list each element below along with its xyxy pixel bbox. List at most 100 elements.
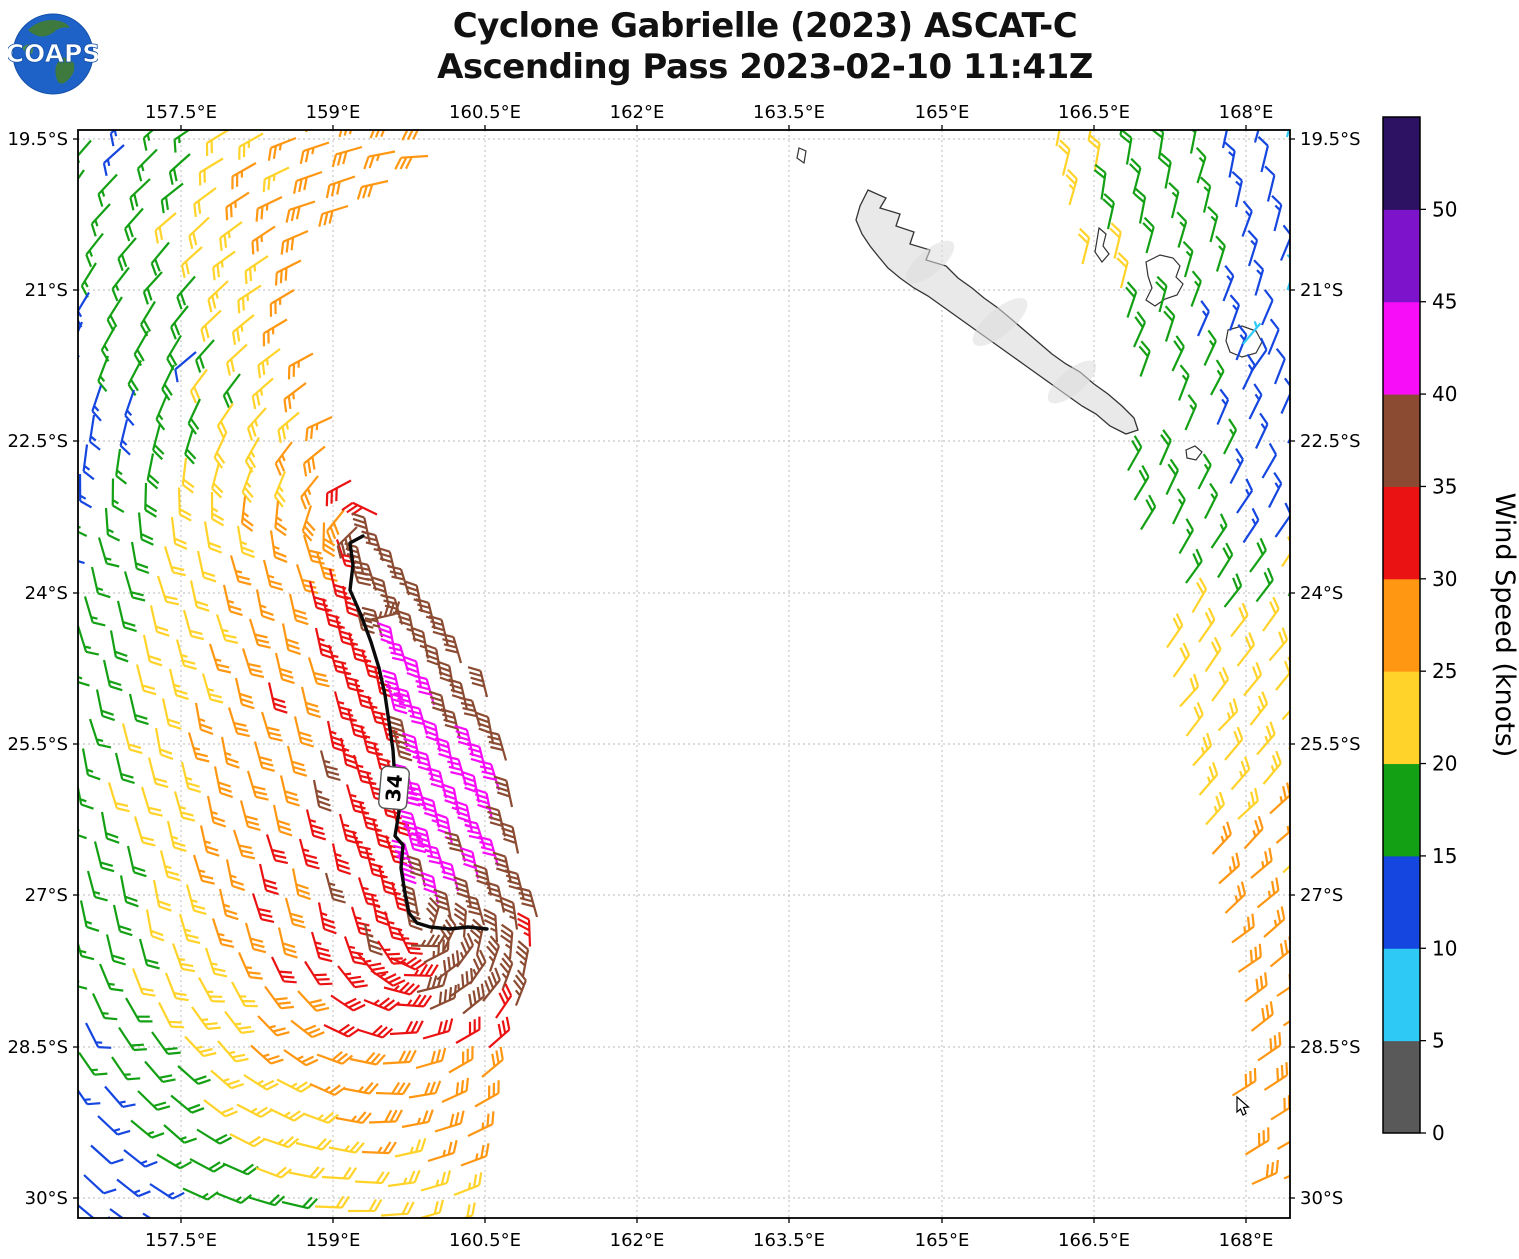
wind-barb <box>394 1137 427 1158</box>
wind-barb <box>1159 152 1172 189</box>
wind-barb <box>352 754 375 786</box>
wind-barb <box>341 585 361 618</box>
wind-barb <box>1281 709 1290 721</box>
wind-barb <box>158 1002 185 1029</box>
wind-barb <box>274 652 295 685</box>
wind-barb <box>222 373 241 409</box>
wind-barb <box>488 1016 511 1049</box>
wind-barb <box>481 1046 504 1078</box>
wind-barb <box>420 1170 452 1192</box>
wind-barb <box>205 130 231 157</box>
wind-barb <box>1119 130 1133 165</box>
wind-barb <box>370 576 391 608</box>
wind-barb <box>370 969 406 987</box>
wind-barbs <box>78 130 1290 1218</box>
wind-barb <box>211 462 224 499</box>
wind-barb <box>1195 146 1207 184</box>
wind-barb <box>1223 418 1238 455</box>
wind-barb <box>343 936 367 966</box>
wind-barb <box>124 207 144 242</box>
wind-barb <box>1191 577 1208 614</box>
wind-barb <box>428 690 449 723</box>
wind-barb <box>413 825 434 858</box>
wind-barb <box>309 1082 346 1097</box>
wind-barb <box>474 1080 500 1108</box>
logo-continent-west <box>22 44 34 54</box>
wind-barb <box>283 382 307 413</box>
wind-barb <box>346 708 368 740</box>
wind-barb <box>315 551 338 582</box>
wind-barb <box>323 1023 360 1038</box>
wind-barb <box>164 972 189 1002</box>
colorbar-segment <box>1383 1040 1420 1134</box>
wind-barb <box>78 1203 111 1218</box>
wind-barb <box>144 1060 176 1083</box>
colorbar-segment <box>1383 394 1420 487</box>
y-tick-label-left: 21°S <box>25 280 68 301</box>
wind-barb <box>154 727 174 761</box>
wind-barb <box>1244 972 1268 1003</box>
wind-barb <box>1204 636 1222 673</box>
wind-barb <box>448 678 469 710</box>
x-tick-label-bottom: 165°E <box>915 1230 970 1251</box>
wind-barb <box>1250 337 1268 373</box>
wind-barb <box>436 950 460 981</box>
wind-barb <box>262 318 288 347</box>
wind-barb <box>78 675 90 687</box>
wind-barb <box>78 940 95 961</box>
wind-barb <box>305 415 333 442</box>
wind-barb <box>369 130 386 139</box>
y-tick-label-left: 27°S <box>25 885 68 906</box>
wind-barb <box>300 475 319 510</box>
wind-barb <box>357 877 381 908</box>
wind-barb <box>231 314 255 345</box>
wind-barb <box>222 584 243 617</box>
wind-barb <box>185 884 207 916</box>
wind-barb <box>90 566 111 599</box>
wind-barb <box>441 1077 469 1104</box>
wind-barb <box>273 471 287 508</box>
wind-barb <box>318 204 349 227</box>
wind-barb <box>1249 537 1267 573</box>
wind-barb <box>1274 502 1290 538</box>
wind-barb <box>433 888 453 921</box>
wind-barb <box>386 683 408 715</box>
wind-barb <box>440 914 457 951</box>
wind-barb <box>338 813 360 845</box>
wind-barb <box>114 752 135 785</box>
wind-barb <box>90 203 111 237</box>
wind-barb <box>284 897 306 929</box>
wind-barb <box>85 232 104 268</box>
wind-barb <box>277 411 300 444</box>
wind-barb <box>351 512 372 545</box>
wind-barb <box>1182 240 1194 278</box>
y-tick-label-right: 22.5°S <box>1300 431 1361 452</box>
gridlines <box>78 130 1290 1218</box>
wind-barb <box>78 1051 108 1076</box>
wind-barb <box>175 639 197 670</box>
wind-barb <box>1269 936 1290 968</box>
wind-barb <box>1165 458 1179 495</box>
track-label-box <box>378 765 410 811</box>
wind-barb <box>142 634 163 667</box>
wind-barb <box>302 445 326 477</box>
wind-barb <box>237 284 262 314</box>
wind-barb <box>493 775 514 808</box>
wind-barb <box>152 423 165 461</box>
x-tick-label-top: 163.5°E <box>753 102 825 123</box>
wind-barb <box>88 718 112 749</box>
wind-barb <box>198 157 224 186</box>
wind-barb <box>201 673 224 704</box>
wind-barb <box>111 266 130 302</box>
wind-barb <box>1230 602 1249 638</box>
wind-barb <box>128 693 149 726</box>
wind-barb <box>281 1196 319 1210</box>
wind-barb <box>211 918 235 948</box>
wind-barb <box>262 1135 300 1149</box>
wind-barb <box>241 648 265 679</box>
wind-barb <box>97 537 120 568</box>
wind-barb <box>1262 750 1282 785</box>
wind-barb <box>364 847 386 879</box>
wind-barb <box>1283 1174 1290 1180</box>
wind-barb <box>137 512 154 546</box>
